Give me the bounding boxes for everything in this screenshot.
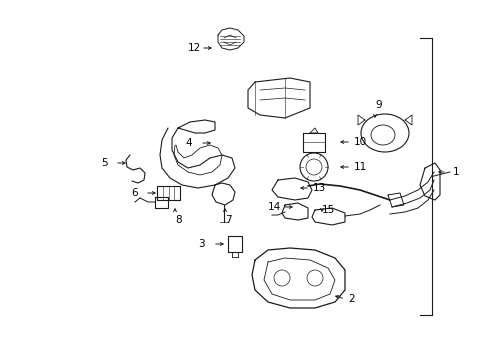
Text: 14: 14 [267,202,281,212]
Text: 2: 2 [347,294,354,304]
Text: 7: 7 [224,215,231,225]
Text: 9: 9 [374,100,381,110]
Text: 10: 10 [353,137,366,147]
Text: 6: 6 [131,188,137,198]
Text: 5: 5 [101,158,107,168]
Text: 15: 15 [321,205,335,215]
Text: 12: 12 [187,43,201,53]
Text: 11: 11 [353,162,366,172]
Text: 1: 1 [452,167,459,177]
Text: 4: 4 [184,138,191,148]
Text: 8: 8 [175,215,181,225]
Text: 3: 3 [198,239,204,249]
Text: 13: 13 [312,183,325,193]
